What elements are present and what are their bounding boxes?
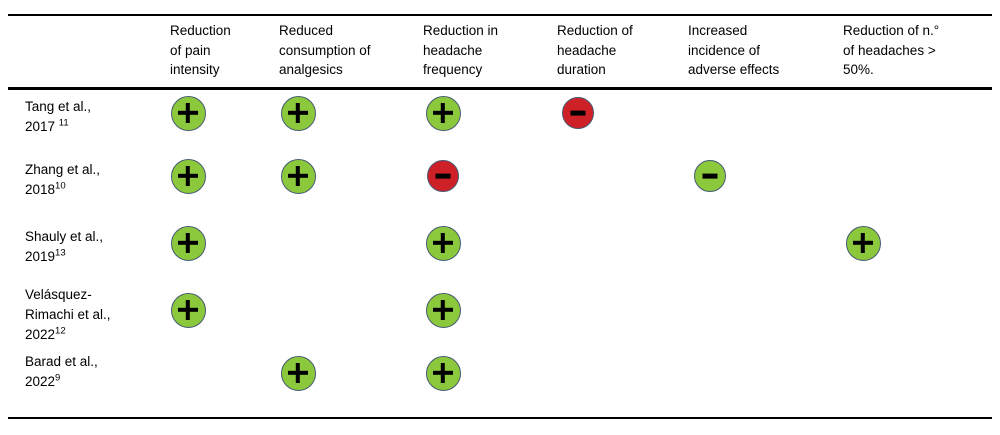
- green-plus-marker: [845, 225, 881, 261]
- table-bottom-rule: [8, 417, 992, 419]
- column-header-headache-duration: Reduction of headache duration: [557, 23, 633, 77]
- column-header-headache-frequency: Reduction in headache frequency: [423, 23, 499, 77]
- green-plus-marker: [425, 355, 461, 391]
- study-label: Zhang et al., 201810: [25, 162, 101, 197]
- green-plus-marker: [425, 225, 461, 261]
- minus-icon: [563, 98, 593, 128]
- study-label: Tang et al., 2017 11: [25, 99, 92, 134]
- study-label: Barad et al., 20229: [25, 354, 98, 389]
- column-header-headaches-over-50: Reduction of n.° of headaches > 50%.: [843, 23, 940, 77]
- green-plus-marker: [425, 95, 461, 131]
- green-plus-marker: [280, 355, 316, 391]
- study-reference-superscript: 13: [55, 247, 66, 259]
- minus-icon: [428, 161, 458, 191]
- green-plus-marker: [280, 158, 316, 194]
- table-header-rule: [8, 87, 992, 90]
- study-reference-superscript: 12: [55, 325, 66, 337]
- study-reference-superscript: 9: [55, 372, 61, 384]
- study-reference-superscript: 10: [55, 180, 66, 192]
- table-top-rule: [8, 14, 992, 16]
- plus-icon: [282, 97, 315, 130]
- plus-icon: [172, 227, 205, 260]
- green-plus-marker: [425, 292, 461, 328]
- study-reference-superscript: 11: [58, 117, 69, 129]
- column-header-pain-intensity: Reduction of pain intensity: [170, 23, 231, 77]
- green-plus-marker: [170, 95, 206, 131]
- plus-icon: [427, 227, 460, 260]
- green-plus-marker: [170, 292, 206, 328]
- plus-icon: [282, 160, 315, 193]
- plus-icon: [427, 294, 460, 327]
- green-minus-marker: [694, 160, 726, 192]
- column-header-adverse-effects: Increased incidence of adverse effects: [688, 23, 780, 77]
- plus-icon: [847, 227, 880, 260]
- green-plus-marker: [170, 158, 206, 194]
- plus-icon: [172, 294, 205, 327]
- study-label: Shauly et al., 201913: [25, 229, 104, 264]
- green-plus-marker: [170, 225, 206, 261]
- minus-icon: [695, 161, 725, 191]
- plus-icon: [172, 160, 205, 193]
- plus-icon: [427, 97, 460, 130]
- plus-icon: [172, 97, 205, 130]
- column-header-analgesics: Reduced consumption of analgesics: [279, 23, 371, 77]
- plus-icon: [282, 357, 315, 390]
- red-minus-marker: [562, 97, 594, 129]
- red-minus-marker: [427, 160, 459, 192]
- study-label: Velásquez- Rimachi et al., 202212: [25, 287, 111, 342]
- green-plus-marker: [280, 95, 316, 131]
- plus-icon: [427, 357, 460, 390]
